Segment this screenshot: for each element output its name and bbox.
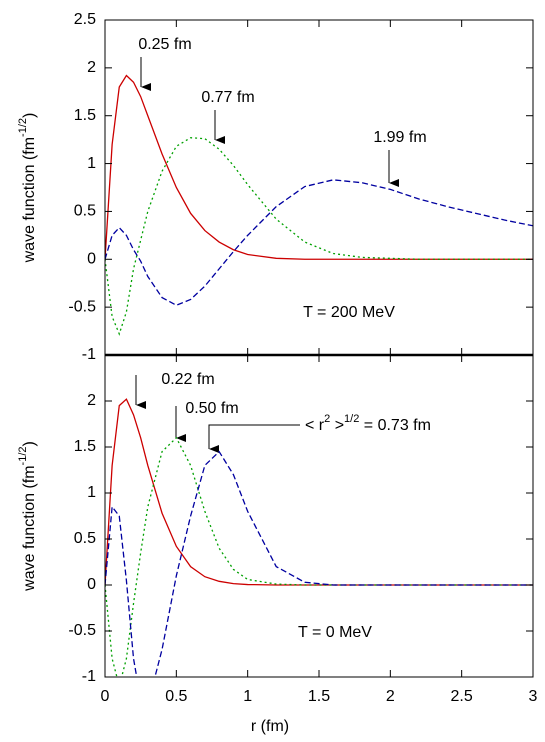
y-tick-label: 2.5 xyxy=(74,11,96,28)
annotation: 0.77 fm xyxy=(201,89,254,106)
x-axis-label: r (fm) xyxy=(251,718,289,735)
y-tick-label: 0 xyxy=(87,576,96,593)
y-tick-label: -1 xyxy=(82,668,96,685)
y-tick-label: 2 xyxy=(87,392,96,409)
y-tick-label: 0 xyxy=(87,251,96,268)
y-tick-label: 0.5 xyxy=(74,530,96,547)
x-tick-label: 0 xyxy=(101,688,110,705)
rms-part: > xyxy=(330,417,344,434)
annotation: T = 0 MeV xyxy=(298,624,372,641)
annotation: T = 200 MeV xyxy=(303,304,395,321)
y-label-part: -1/2 xyxy=(17,446,29,465)
y-axis-label: wave function (fm-1/2) xyxy=(17,441,38,592)
x-tick-label: 0.5 xyxy=(165,688,187,705)
y-label-part: ) xyxy=(21,441,38,446)
x-tick-label: 2.5 xyxy=(451,688,473,705)
y-label-part: ) xyxy=(21,113,38,118)
y-label-part: -1/2 xyxy=(17,118,29,137)
y-tick-label: 1 xyxy=(87,155,96,172)
plot-area xyxy=(105,74,533,336)
y-tick-label: 1 xyxy=(87,484,96,501)
rms-part: < r xyxy=(305,417,325,434)
x-tick-label: 3 xyxy=(529,688,538,705)
annotation: 1.99 fm xyxy=(373,129,426,146)
y-tick-label: -0.5 xyxy=(68,622,96,639)
x-tick-label: 1.5 xyxy=(308,688,330,705)
y-tick-label: -1 xyxy=(82,346,96,363)
y-label-part: wave function (fm xyxy=(21,137,38,263)
rms-annotation: < r2 >1/2 = 0.73 fm xyxy=(305,413,431,434)
series-line xyxy=(105,137,533,336)
x-tick-label: 1 xyxy=(243,688,252,705)
y-tick-label: -0.5 xyxy=(68,298,96,315)
y-axis-label: wave function (fm-1/2) xyxy=(17,113,38,264)
annotation: 0.50 fm xyxy=(185,400,238,417)
series-line xyxy=(105,74,533,260)
y-tick-label: 0.5 xyxy=(74,203,96,220)
series-line xyxy=(105,179,533,306)
series-line xyxy=(105,436,533,677)
y-label-part: wave function (fm xyxy=(21,465,38,591)
y-tick-label: 2 xyxy=(87,59,96,76)
x-tick-label: 2 xyxy=(386,688,395,705)
series-line xyxy=(105,450,533,677)
annotation: 0.22 fm xyxy=(161,371,214,388)
plot-area xyxy=(105,398,533,677)
annotation: 0.25 fm xyxy=(138,36,191,53)
rms-part: 2 xyxy=(324,413,330,425)
rms-part: 1/2 xyxy=(344,413,359,425)
rms-part: = 0.73 fm xyxy=(359,417,431,434)
y-tick-label: 1.5 xyxy=(74,107,96,124)
y-tick-label: 1.5 xyxy=(74,438,96,455)
arrows xyxy=(135,57,399,453)
